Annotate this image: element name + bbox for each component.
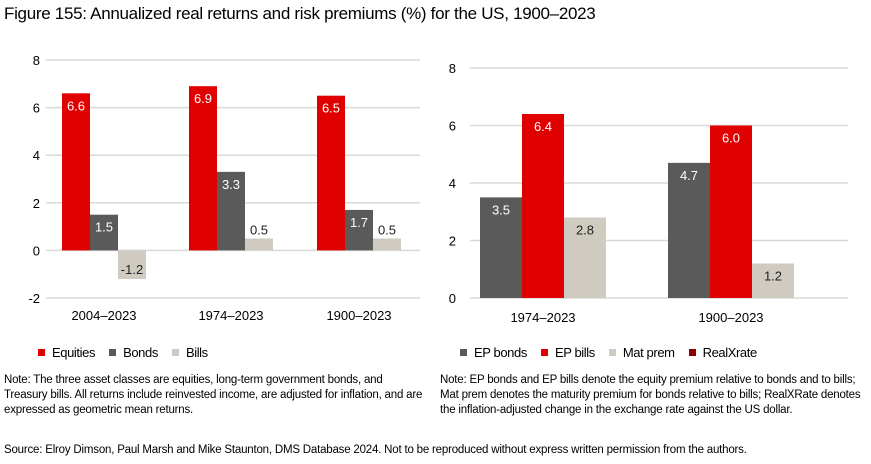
data-label: 1.7 bbox=[350, 215, 368, 230]
bar-ep-bonds bbox=[480, 197, 522, 298]
legend-label: Mat prem bbox=[622, 345, 675, 360]
note-left: Note: The three asset classes are equiti… bbox=[4, 374, 423, 416]
y-tick-label: 4 bbox=[33, 148, 40, 163]
x-tick-label: 1900–2023 bbox=[326, 308, 391, 323]
legend-right: EP bonds EP bills Mat prem RealXrate bbox=[460, 345, 757, 360]
legend-label: Bills bbox=[185, 345, 208, 360]
bar-bonds bbox=[217, 171, 245, 251]
bar-bills bbox=[373, 238, 401, 251]
y-tick-label: 8 bbox=[449, 61, 456, 76]
data-label: 0.5 bbox=[250, 223, 268, 238]
legend-item: Mat prem bbox=[608, 345, 675, 360]
y-tick-label: -2 bbox=[28, 291, 40, 306]
legend-item: EP bills bbox=[540, 345, 595, 360]
data-label: 6.9 bbox=[194, 91, 212, 106]
note-right: Note: EP bonds and EP bills denote the e… bbox=[440, 374, 861, 416]
bar-bills bbox=[245, 238, 273, 251]
y-tick-label: 0 bbox=[33, 243, 40, 258]
y-tick-label: 2 bbox=[33, 196, 40, 211]
data-label: 2.8 bbox=[576, 223, 594, 238]
data-label: 6.0 bbox=[722, 131, 740, 146]
data-label: 6.6 bbox=[67, 98, 85, 113]
data-label: 1.5 bbox=[95, 220, 113, 235]
y-tick-label: 2 bbox=[449, 234, 456, 249]
legend-item: Equities bbox=[38, 345, 95, 360]
bar-mat-prem bbox=[564, 217, 606, 298]
data-label: 3.5 bbox=[492, 202, 510, 217]
legend-swatch bbox=[608, 349, 616, 356]
data-label: 6.4 bbox=[534, 119, 552, 134]
bar-bonds bbox=[90, 214, 118, 251]
bar-mat-prem bbox=[752, 263, 794, 298]
data-label: 6.5 bbox=[322, 101, 340, 116]
legend-swatch bbox=[171, 349, 179, 356]
x-tick-label: 1974–2023 bbox=[198, 308, 263, 323]
legend-swatch bbox=[460, 349, 467, 356]
y-tick-label: 8 bbox=[33, 53, 40, 68]
data-label: 3.3 bbox=[222, 177, 240, 192]
source-text: Source: Elroy Dimson, Paul Marsh and Mik… bbox=[4, 444, 747, 456]
legend-left: Equities Bonds Bills bbox=[38, 345, 208, 360]
legend-label: EP bonds bbox=[474, 345, 527, 360]
y-tick-label: 6 bbox=[33, 101, 40, 116]
legend-item: RealXrate bbox=[688, 345, 758, 360]
legend-label: EP bills bbox=[554, 345, 595, 360]
figure-title: Figure 155: Annualized real returns and … bbox=[4, 4, 596, 23]
bar-bills bbox=[118, 250, 146, 279]
legend-label: Bonds bbox=[123, 345, 158, 360]
legend-item: EP bonds bbox=[460, 345, 527, 360]
x-tick-label: 2004–2023 bbox=[71, 308, 136, 323]
data-label: 4.7 bbox=[680, 168, 698, 183]
bar-equities bbox=[189, 86, 217, 251]
legend-label: RealXrate bbox=[702, 345, 758, 360]
bar-equities bbox=[62, 93, 90, 251]
y-tick-label: 4 bbox=[449, 176, 456, 191]
bar-ep-bills bbox=[710, 125, 752, 298]
bar-bonds bbox=[345, 209, 373, 251]
x-tick-label: 1900–2023 bbox=[698, 310, 763, 325]
legend-swatch bbox=[688, 349, 696, 356]
legend-item: Bills bbox=[171, 345, 208, 360]
data-label: 1.2 bbox=[764, 269, 782, 284]
bar-ep-bonds bbox=[668, 162, 710, 298]
legend-item: Bonds bbox=[109, 345, 158, 360]
legend-label: Equities bbox=[52, 345, 96, 360]
legend-swatch bbox=[109, 349, 117, 356]
y-tick-label: 0 bbox=[449, 291, 456, 306]
data-label: 0.5 bbox=[378, 223, 396, 238]
bar-ep-bills bbox=[522, 114, 564, 298]
x-tick-label: 1974–2023 bbox=[510, 310, 575, 325]
data-label: -1.2 bbox=[121, 262, 143, 277]
legend-swatch bbox=[540, 349, 548, 356]
y-tick-label: 6 bbox=[449, 119, 456, 134]
bar-equities bbox=[317, 95, 345, 251]
legend-swatch bbox=[38, 349, 45, 356]
